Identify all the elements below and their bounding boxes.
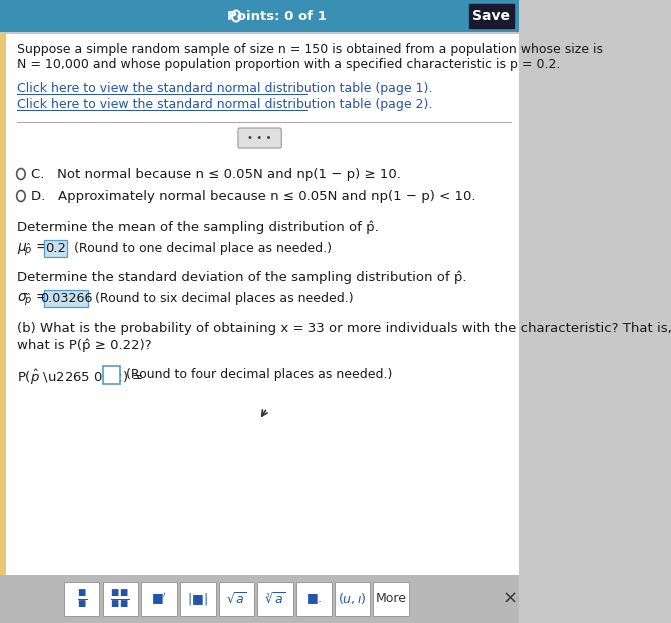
FancyBboxPatch shape <box>373 582 409 616</box>
Text: Determine the standard deviation of the sampling distribution of p̂.: Determine the standard deviation of the … <box>17 270 466 283</box>
Text: Click here to view the standard normal distribution table (page 1).: Click here to view the standard normal d… <box>17 82 432 95</box>
FancyBboxPatch shape <box>180 582 215 616</box>
FancyBboxPatch shape <box>0 33 6 578</box>
Text: • • •: • • • <box>248 133 272 143</box>
Text: 0.2: 0.2 <box>45 242 66 255</box>
FancyBboxPatch shape <box>103 366 120 384</box>
Text: $\blacksquare'$: $\blacksquare'$ <box>151 591 167 607</box>
Text: Points: 0 of 1: Points: 0 of 1 <box>227 9 327 22</box>
Text: $\sigma_{\!\hat{p}}$ =: $\sigma_{\!\hat{p}}$ = <box>17 292 49 308</box>
FancyBboxPatch shape <box>0 575 519 623</box>
Text: Determine the mean of the sampling distribution of p̂.: Determine the mean of the sampling distr… <box>17 220 378 234</box>
FancyBboxPatch shape <box>64 582 99 616</box>
FancyBboxPatch shape <box>44 290 88 307</box>
Text: $\sqrt{a}$: $\sqrt{a}$ <box>226 591 247 607</box>
Text: Click here to view the standard normal distribution table (page 2).: Click here to view the standard normal d… <box>17 98 432 111</box>
FancyBboxPatch shape <box>141 582 177 616</box>
Text: $\frac{\blacksquare}{\blacksquare}$: $\frac{\blacksquare}{\blacksquare}$ <box>76 588 87 610</box>
Text: Save: Save <box>472 9 511 23</box>
Text: $\mu_{\!\hat{p}}$ =: $\mu_{\!\hat{p}}$ = <box>17 242 49 259</box>
Text: $|\blacksquare|$: $|\blacksquare|$ <box>187 591 208 607</box>
Text: (Round to six decimal places as needed.): (Round to six decimal places as needed.) <box>91 292 353 305</box>
Text: 0.03266: 0.03266 <box>40 292 93 305</box>
FancyBboxPatch shape <box>257 582 293 616</box>
FancyBboxPatch shape <box>0 33 519 578</box>
FancyBboxPatch shape <box>0 0 519 32</box>
Text: ×: × <box>503 590 517 608</box>
FancyBboxPatch shape <box>44 240 67 257</box>
Text: (Round to four decimal places as needed.): (Round to four decimal places as needed.… <box>122 368 393 381</box>
Text: C.   Not normal because n ≤ 0.05N and np(1 − p) ≥ 10.: C. Not normal because n ≤ 0.05N and np(1… <box>31 168 401 181</box>
Text: $\blacksquare.$: $\blacksquare.$ <box>305 592 322 606</box>
Text: (Round to one decimal place as needed.): (Round to one decimal place as needed.) <box>70 242 331 255</box>
Text: what is P(p̂ ≥ 0.22)?: what is P(p̂ ≥ 0.22)? <box>17 339 152 353</box>
Text: $(u,\imath)$: $(u,\imath)$ <box>338 591 367 607</box>
FancyBboxPatch shape <box>335 582 370 616</box>
Text: More: More <box>376 592 407 606</box>
Text: N = 10,000 and whose population proportion with a specified characteristic is p : N = 10,000 and whose population proporti… <box>17 58 560 71</box>
FancyBboxPatch shape <box>219 582 254 616</box>
FancyBboxPatch shape <box>469 4 514 28</box>
FancyBboxPatch shape <box>103 582 138 616</box>
Text: P($\hat{p}$ \u2265 0.22) =: P($\hat{p}$ \u2265 0.22) = <box>17 368 145 387</box>
Text: (b) What is the probability of obtaining x = 33 or more individuals with the cha: (b) What is the probability of obtaining… <box>17 322 671 335</box>
FancyBboxPatch shape <box>296 582 331 616</box>
Text: D.   Approximately normal because n ≤ 0.05N and np(1 − p) < 10.: D. Approximately normal because n ≤ 0.05… <box>31 190 476 203</box>
Text: Suppose a simple random sample of size n = 150 is obtained from a population who: Suppose a simple random sample of size n… <box>17 43 603 56</box>
Text: $\sqrt[3]{a}$: $\sqrt[3]{a}$ <box>265 591 285 607</box>
Text: $\frac{\blacksquare\,\blacksquare}{\blacksquare\,\blacksquare}$: $\frac{\blacksquare\,\blacksquare}{\blac… <box>110 588 130 610</box>
FancyBboxPatch shape <box>238 128 281 148</box>
